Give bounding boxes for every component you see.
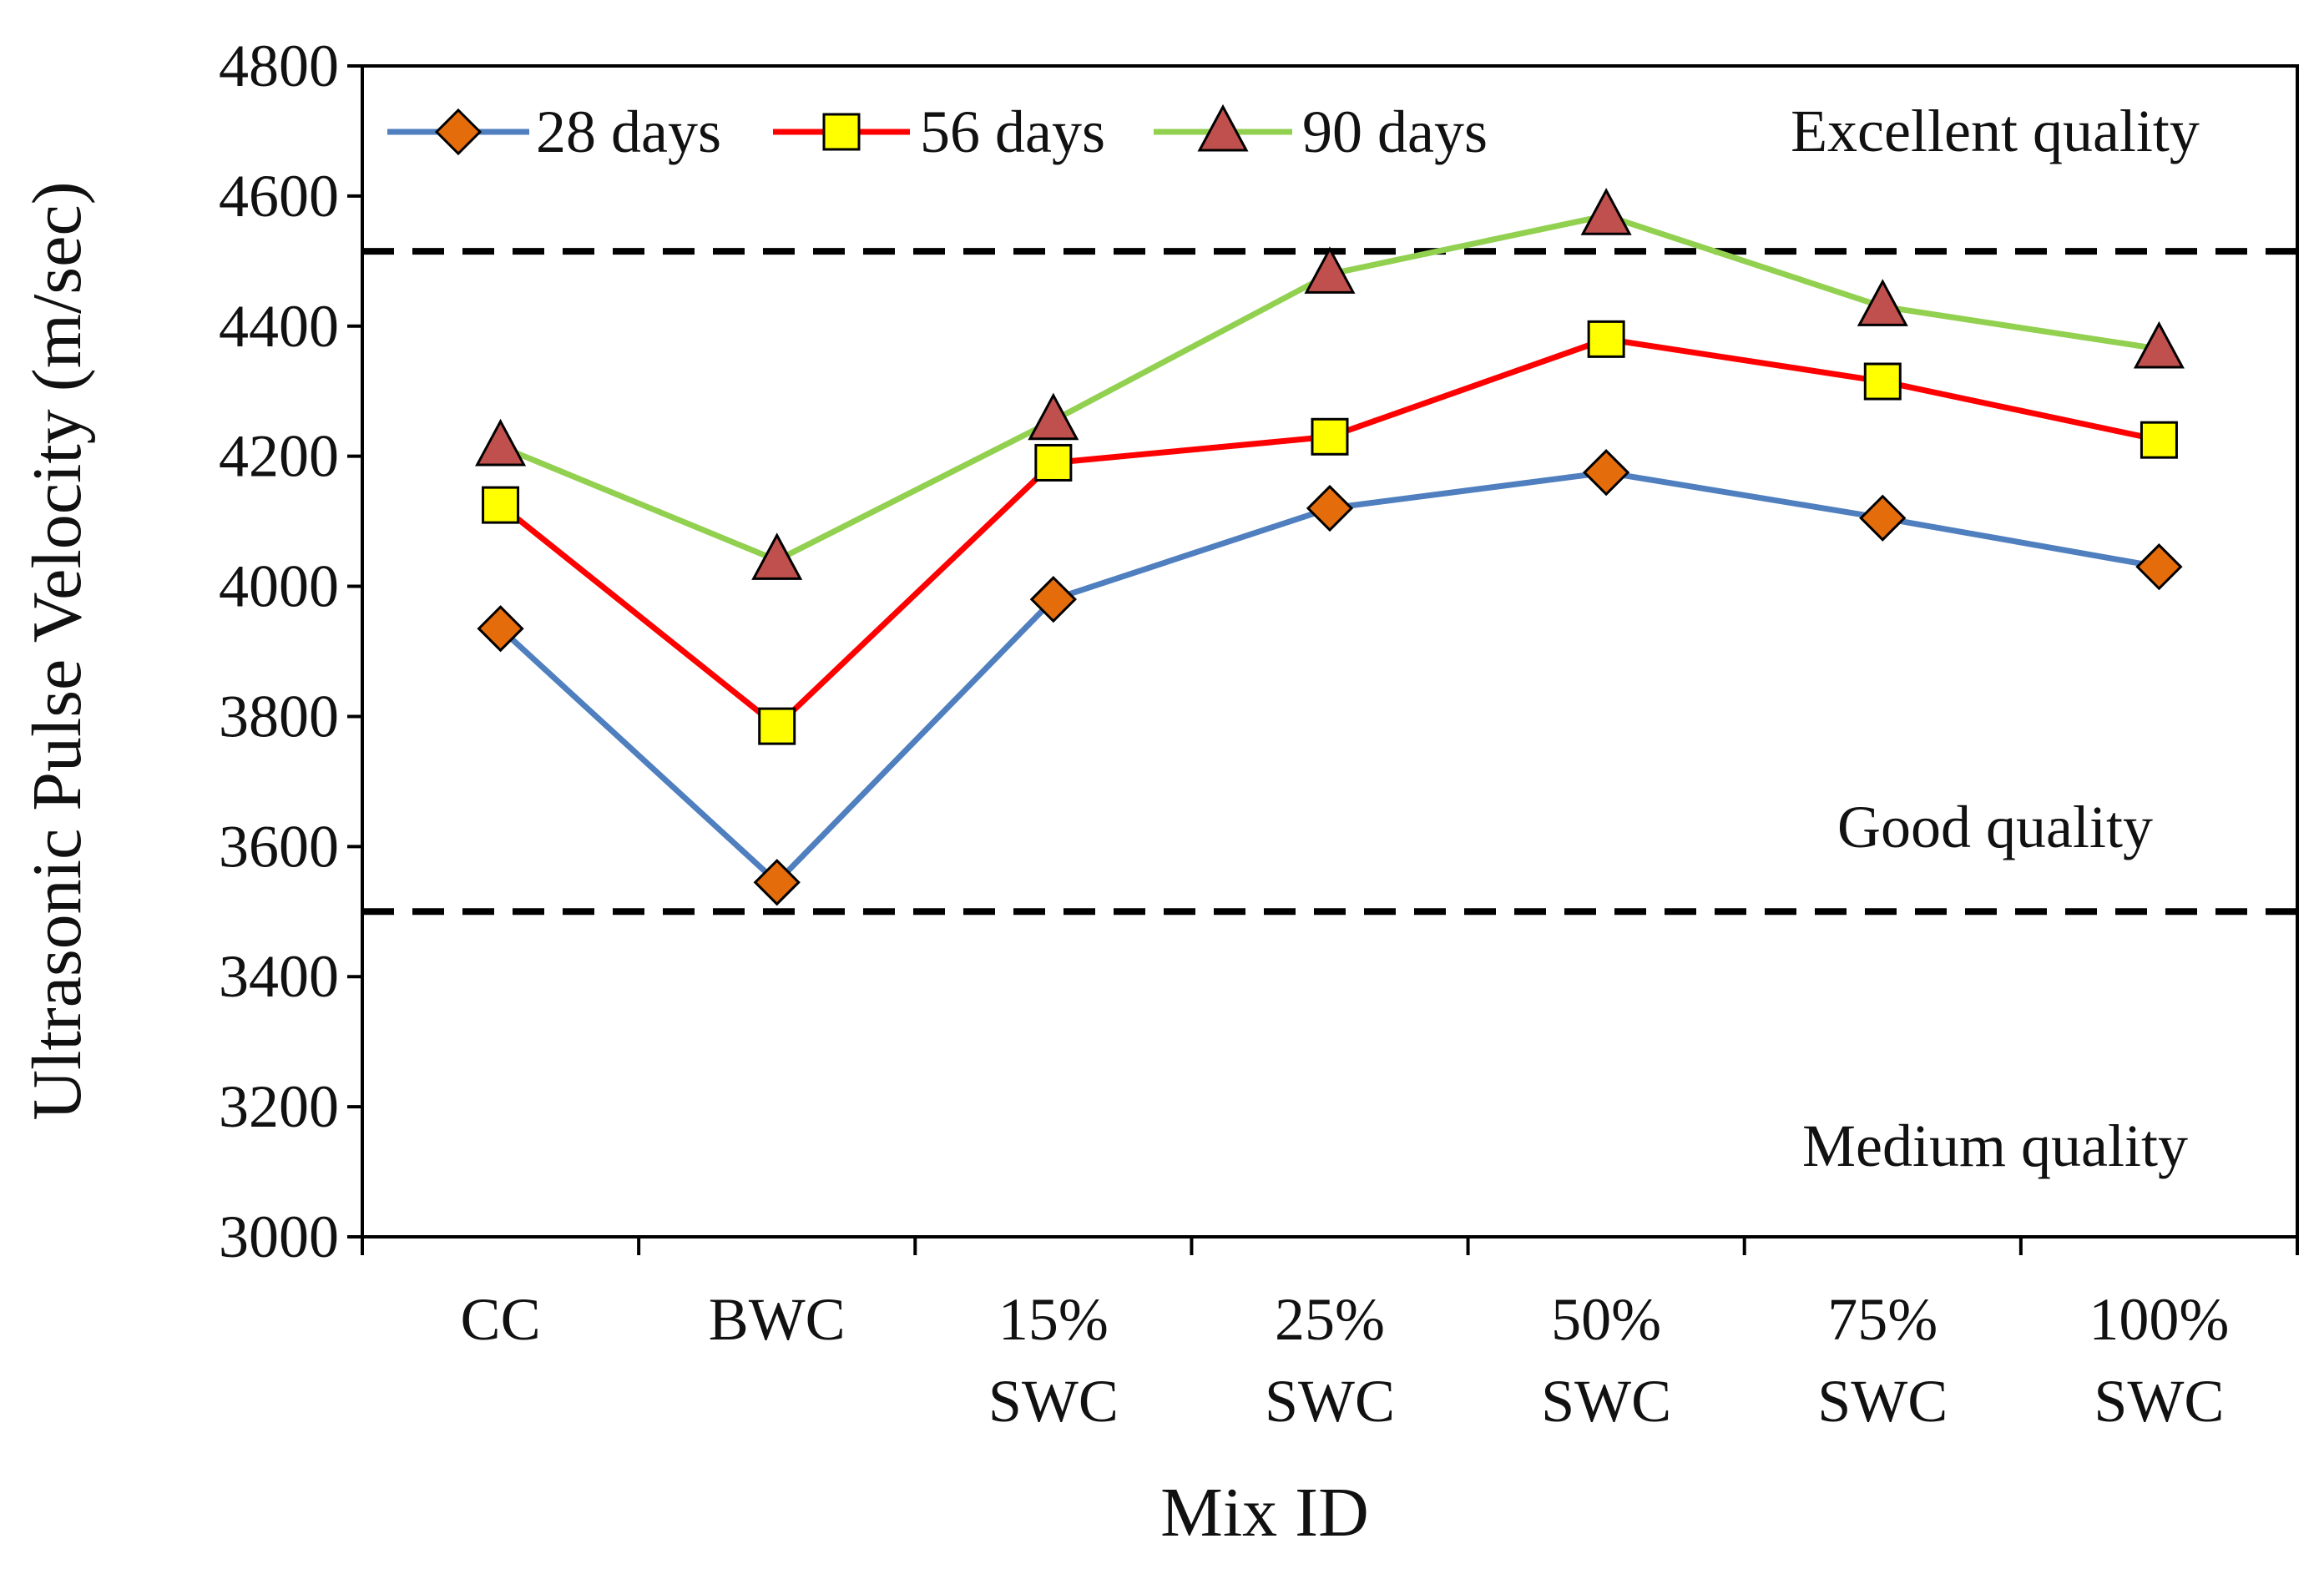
data-point xyxy=(1580,188,1632,235)
x-tick-label: 25% SWC xyxy=(1265,1286,1395,1435)
legend-label: 28 days xyxy=(536,98,721,165)
data-point xyxy=(2135,543,2183,591)
data-point xyxy=(2140,421,2178,459)
series-0 xyxy=(477,449,2183,906)
data-point xyxy=(477,605,524,653)
legend-marker xyxy=(434,108,482,156)
plot-area xyxy=(361,64,2299,1238)
x-tick-label: BWC xyxy=(709,1286,846,1353)
data-point xyxy=(1029,576,1077,623)
x-tick-label: 50% SWC xyxy=(1541,1286,1671,1435)
legend: 28 days 56 days 90 days xyxy=(387,98,1488,165)
data-point xyxy=(2133,320,2185,369)
x-axis-title: Mix ID xyxy=(1160,1474,1369,1551)
legend-marker xyxy=(1197,103,1249,152)
data-point xyxy=(475,418,527,467)
quality-annotations: Excellent quality Good quality Medium qual… xyxy=(1791,98,2200,1179)
series-layer xyxy=(475,188,2185,906)
legend-entry: 28 days xyxy=(387,98,721,165)
band-label: Medium quality xyxy=(1802,1112,2188,1179)
y-axis: 3000 3200 3400 3600 3800 4000 4200 4400 4600 4800 xyxy=(219,33,362,1270)
data-point xyxy=(1859,494,1907,542)
band-label: Good quality xyxy=(1837,794,2153,860)
data-point xyxy=(1311,417,1349,456)
data-point xyxy=(482,486,520,524)
x-tick-label: 100% SWC xyxy=(2089,1286,2229,1435)
legend-marker xyxy=(822,113,861,151)
legend-entry: 90 days xyxy=(1154,98,1488,165)
data-point xyxy=(1028,392,1079,441)
y-tick-label: 3600 xyxy=(219,813,339,880)
data-point xyxy=(753,859,801,906)
y-tick-label: 4600 xyxy=(219,163,339,230)
data-point xyxy=(1857,279,1908,326)
y-tick-label: 3000 xyxy=(219,1203,339,1270)
data-point xyxy=(1304,246,1356,294)
band-label: Excellent quality xyxy=(1791,98,2200,164)
data-point xyxy=(1587,320,1625,358)
series-2 xyxy=(475,188,2185,580)
y-tick-label: 4000 xyxy=(219,553,339,620)
x-tick-label: CC xyxy=(461,1286,541,1353)
x-tick-label: 15% SWC xyxy=(988,1286,1119,1435)
data-point xyxy=(758,707,796,745)
data-point xyxy=(1583,449,1630,497)
series-1 xyxy=(482,320,2178,745)
data-point xyxy=(1863,362,1902,401)
y-tick-label: 3200 xyxy=(219,1073,339,1140)
x-axis: CC BWC 15% SWC 25% SWC 50% SWC 75% SWC 100% SWC xyxy=(361,1237,2299,1435)
y-tick-label: 3800 xyxy=(219,683,339,749)
legend-label: 56 days xyxy=(920,98,1105,165)
y-axis-title: Ultrasonic Pulse Velocity (m/sec) xyxy=(18,181,96,1120)
legend-label: 90 days xyxy=(1302,98,1488,165)
y-tick-label: 4200 xyxy=(219,423,339,490)
data-point xyxy=(1034,443,1073,482)
y-tick-label: 3400 xyxy=(219,943,339,1010)
y-tick-label: 4800 xyxy=(219,33,339,99)
data-point xyxy=(1306,484,1354,532)
legend-entry: 56 days xyxy=(773,98,1105,165)
x-tick-label: 75% SWC xyxy=(1817,1286,1948,1435)
y-tick-label: 4400 xyxy=(219,293,339,360)
data-point xyxy=(751,532,803,580)
